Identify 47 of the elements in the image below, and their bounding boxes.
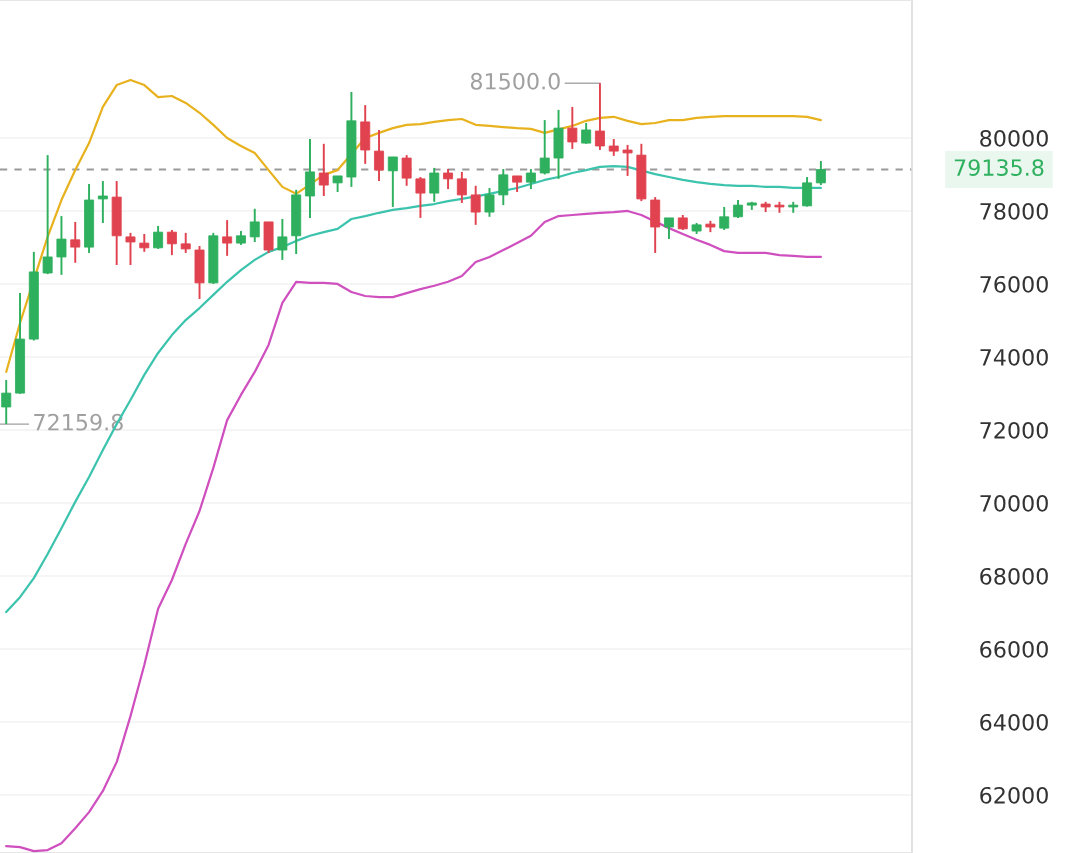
candlestick: [166, 228, 177, 257]
candlestick: [581, 122, 592, 145]
candlestick: [525, 168, 536, 191]
ref-line-label: 79135.8: [954, 159, 1044, 176]
y-tick-label: 70000: [980, 494, 1048, 512]
annotation: 81500.0: [470, 72, 560, 90]
y-tick-label: 74000: [980, 348, 1048, 366]
candlestick: [802, 176, 813, 208]
candlestick: [719, 205, 730, 231]
candlestick: [249, 207, 260, 243]
y-tick-label: 72000: [980, 421, 1048, 439]
y-tick-label: 68000: [980, 567, 1048, 585]
candlestick: [318, 142, 329, 197]
candlestick: [222, 219, 233, 257]
candlestick: [443, 168, 454, 191]
candlestick: [277, 218, 288, 261]
candlestick: [70, 220, 81, 264]
candlestick: [374, 128, 384, 183]
y-tick-label: 64000: [980, 713, 1048, 731]
candlestick: [484, 187, 495, 218]
candlestick: [470, 184, 481, 226]
candlestick: [567, 105, 578, 150]
y-tick-label: 78000: [980, 202, 1048, 220]
candlestick: [56, 215, 67, 276]
candlestick: [622, 143, 633, 177]
candlestick: [456, 170, 467, 204]
candlestick: [498, 168, 509, 207]
candlestick: [815, 159, 826, 187]
y-tick-label: 66000: [980, 640, 1048, 658]
candlestick: [1, 378, 12, 426]
y-tick-label: 62000: [980, 786, 1048, 804]
candlestick: [664, 216, 674, 241]
candlestick: [180, 231, 191, 254]
line-series: [5, 164, 822, 614]
candlestick: [387, 155, 398, 208]
candlestick: [153, 224, 164, 250]
y-tick-label: 76000: [980, 275, 1048, 293]
candlestick: [429, 166, 440, 203]
candlestick: [594, 82, 605, 151]
candlestick: [125, 231, 136, 266]
candlestick: [97, 180, 108, 224]
candlestick: [42, 154, 53, 276]
line-series: [5, 209, 822, 853]
y-tick-label: 80000: [980, 129, 1048, 147]
candlestick: [401, 154, 412, 187]
candlestick: [539, 119, 550, 176]
candlestick: [415, 176, 426, 219]
